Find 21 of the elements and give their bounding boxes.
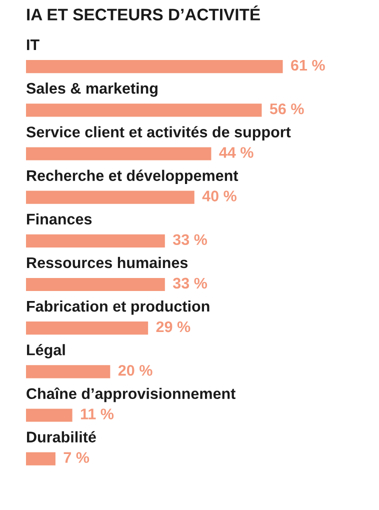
y-tick-label: Chaîne d’approvisionnement xyxy=(26,387,236,402)
data-label: 33 % xyxy=(172,278,208,289)
data-label: 29 % xyxy=(156,321,190,332)
y-tick-label: Service client et activités de support xyxy=(26,126,291,140)
data-label: 61 % xyxy=(291,60,325,71)
data-label: 44 % xyxy=(219,147,254,158)
y-tick-label: Sales & marketing xyxy=(26,82,158,97)
data-label: 33 % xyxy=(172,234,208,246)
data-label: 40 % xyxy=(202,190,236,202)
y-tick-label: Finances xyxy=(27,213,92,225)
data-label: 56 % xyxy=(270,103,304,114)
data-label: 20 % xyxy=(118,364,152,376)
y-tick-label: Durabilité xyxy=(27,431,96,442)
y-tick-label: Fabrication et production xyxy=(27,300,210,315)
y-tick-label: Recherche et développement xyxy=(27,170,238,184)
y-tick-label: Légal xyxy=(27,344,65,358)
y-tick-label: IT xyxy=(27,40,40,50)
data-label: 7 % xyxy=(64,452,90,463)
y-tick-label: Ressources humaines xyxy=(27,256,188,268)
chart-title: IA ET SECTEURS D’ACTIVITÉ xyxy=(27,6,260,20)
data-label: 11 % xyxy=(80,408,114,420)
